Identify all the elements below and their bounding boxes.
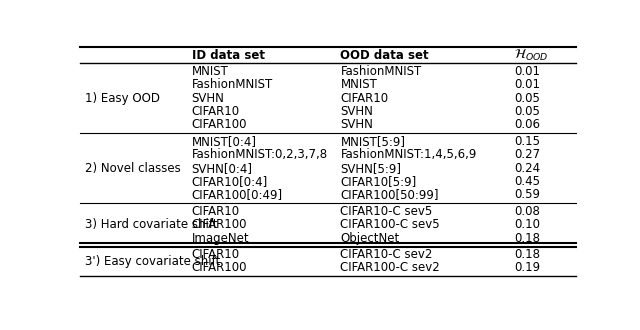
Text: SVHN: SVHN [340, 118, 373, 131]
Text: FashionMNIST: FashionMNIST [340, 65, 422, 78]
Text: CIFAR10: CIFAR10 [340, 92, 388, 105]
Text: 2) Novel classes: 2) Novel classes [85, 162, 180, 175]
Text: CIFAR100: CIFAR100 [191, 118, 247, 131]
Text: 0.06: 0.06 [514, 118, 540, 131]
Text: CIFAR10[0:4]: CIFAR10[0:4] [191, 175, 268, 188]
Text: SVHN[5:9]: SVHN[5:9] [340, 162, 401, 175]
Text: FashionMNIST:0,2,3,7,8: FashionMNIST:0,2,3,7,8 [191, 148, 328, 161]
Text: 0.10: 0.10 [514, 218, 540, 231]
Text: MNIST: MNIST [191, 65, 228, 78]
Text: 0.27: 0.27 [514, 148, 540, 161]
Text: CIFAR100[0:49]: CIFAR100[0:49] [191, 188, 283, 201]
Text: CIFAR100: CIFAR100 [191, 218, 247, 231]
Text: ID data set: ID data set [191, 49, 264, 62]
Text: ImageNet: ImageNet [191, 232, 249, 245]
Text: CIFAR100-C sev5: CIFAR100-C sev5 [340, 218, 440, 231]
Text: 3) Hard covariate shift: 3) Hard covariate shift [85, 218, 218, 231]
Text: SVHN: SVHN [340, 105, 373, 118]
Text: SVHN: SVHN [191, 92, 225, 105]
Text: 0.05: 0.05 [514, 92, 540, 105]
Text: 0.01: 0.01 [514, 65, 540, 78]
Text: CIFAR10[5:9]: CIFAR10[5:9] [340, 175, 417, 188]
Text: CIFAR100-C sev2: CIFAR100-C sev2 [340, 261, 440, 274]
Text: $\mathcal{H}_{OOD}$: $\mathcal{H}_{OOD}$ [514, 48, 548, 63]
Text: CIFAR10: CIFAR10 [191, 205, 240, 218]
Text: SVHN[0:4]: SVHN[0:4] [191, 162, 253, 175]
Text: 0.05: 0.05 [514, 105, 540, 118]
Text: OOD data set: OOD data set [340, 49, 429, 62]
Text: 0.19: 0.19 [514, 261, 540, 274]
Text: MNIST: MNIST [340, 79, 377, 91]
Text: FashionMNIST: FashionMNIST [191, 79, 273, 91]
Text: 0.18: 0.18 [514, 248, 540, 261]
Text: ObjectNet: ObjectNet [340, 232, 399, 245]
Text: 1) Easy OOD: 1) Easy OOD [85, 92, 160, 105]
Text: CIFAR100[50:99]: CIFAR100[50:99] [340, 188, 439, 201]
Text: CIFAR10: CIFAR10 [191, 248, 240, 261]
Text: 0.24: 0.24 [514, 162, 540, 175]
Text: 0.18: 0.18 [514, 232, 540, 245]
Text: CIFAR10-C sev5: CIFAR10-C sev5 [340, 205, 433, 218]
Text: 3') Easy covariate shift: 3') Easy covariate shift [85, 255, 220, 268]
Text: MNIST[0:4]: MNIST[0:4] [191, 135, 257, 148]
Text: 0.59: 0.59 [514, 188, 540, 201]
Text: CIFAR100: CIFAR100 [191, 261, 247, 274]
Text: 0.15: 0.15 [514, 135, 540, 148]
Text: 0.45: 0.45 [514, 175, 540, 188]
Text: FashionMNIST:1,4,5,6,9: FashionMNIST:1,4,5,6,9 [340, 148, 477, 161]
Text: 0.01: 0.01 [514, 79, 540, 91]
Text: CIFAR10: CIFAR10 [191, 105, 240, 118]
Text: 0.08: 0.08 [514, 205, 540, 218]
Text: CIFAR10-C sev2: CIFAR10-C sev2 [340, 248, 433, 261]
Text: MNIST[5:9]: MNIST[5:9] [340, 135, 405, 148]
